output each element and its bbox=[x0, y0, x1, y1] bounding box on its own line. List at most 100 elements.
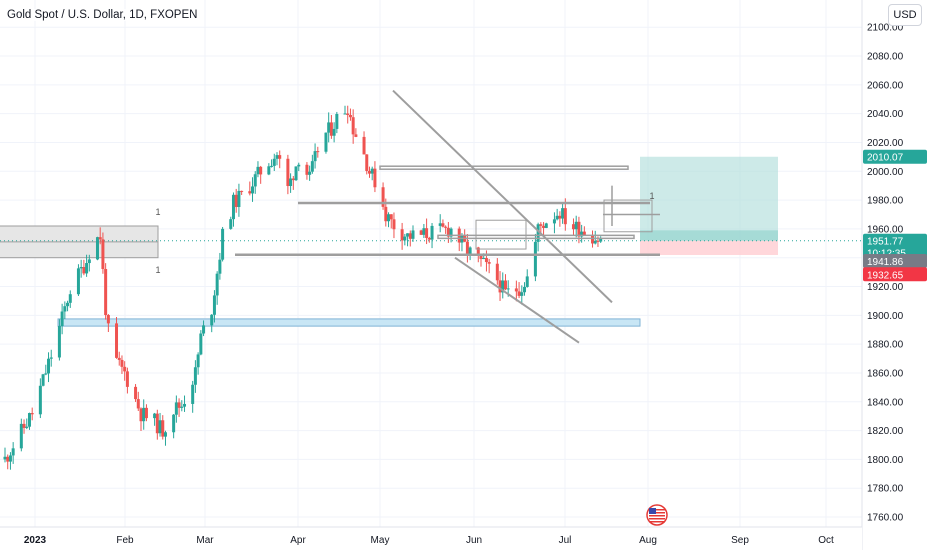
candle-body bbox=[251, 186, 255, 194]
candle-body bbox=[259, 166, 263, 175]
candle-body bbox=[351, 117, 355, 135]
candle-body bbox=[49, 357, 53, 359]
candle-body bbox=[66, 302, 70, 307]
candle-body bbox=[139, 408, 143, 422]
time-tick-label: Sep bbox=[731, 535, 749, 546]
candle-body bbox=[533, 241, 537, 277]
profit-zone-inner bbox=[640, 230, 778, 241]
consolidation-box bbox=[475, 219, 527, 250]
price-tick-label: 1900.00 bbox=[867, 311, 904, 322]
candle-body bbox=[577, 221, 581, 237]
candle-body bbox=[348, 114, 352, 118]
candle-body bbox=[599, 238, 603, 242]
candle-body bbox=[289, 178, 293, 187]
price-tick-label: 2080.00 bbox=[867, 52, 904, 63]
candle-body bbox=[104, 269, 108, 316]
candle-body bbox=[484, 258, 488, 263]
candle-body bbox=[212, 295, 216, 315]
time-tick-label: Jul bbox=[559, 535, 572, 546]
loss-zone bbox=[640, 240, 778, 256]
candle-body bbox=[561, 208, 565, 219]
candle-body bbox=[234, 194, 238, 208]
time-tick-label: Oct bbox=[818, 535, 834, 546]
candle-body bbox=[57, 326, 61, 358]
candle-body bbox=[525, 276, 529, 287]
candle-body bbox=[555, 215, 559, 220]
candle-body bbox=[85, 263, 89, 274]
candle-body bbox=[253, 174, 257, 187]
candle-body bbox=[158, 420, 162, 434]
candle-body bbox=[76, 268, 80, 295]
price-tick-label: 2000.00 bbox=[867, 167, 904, 178]
candle-body bbox=[482, 258, 486, 260]
candle-body bbox=[267, 166, 271, 175]
price-tick-label: 1760.00 bbox=[867, 513, 904, 524]
price-tick-label: 1880.00 bbox=[867, 340, 904, 351]
candle-body bbox=[161, 420, 165, 437]
candle-body bbox=[582, 231, 586, 236]
candle-body bbox=[210, 314, 214, 326]
candle-body bbox=[367, 170, 371, 174]
candle-body bbox=[142, 407, 146, 422]
candle-body bbox=[316, 151, 320, 153]
candle-body bbox=[278, 155, 282, 159]
candle-body bbox=[63, 306, 67, 312]
flag-stripe bbox=[649, 509, 665, 511]
candle-body bbox=[286, 158, 290, 187]
currency-button[interactable]: USD bbox=[888, 4, 922, 26]
candle-body bbox=[120, 359, 124, 367]
candle-body bbox=[506, 288, 510, 290]
candle-body bbox=[389, 214, 393, 220]
candle-body bbox=[408, 233, 412, 239]
candle-body bbox=[294, 166, 298, 181]
candle-body bbox=[370, 168, 374, 174]
target-price-label-text: 2010.07 bbox=[867, 153, 904, 164]
candle-body bbox=[106, 315, 110, 324]
candle-body bbox=[563, 208, 567, 225]
candle-body bbox=[38, 385, 42, 415]
candle-body bbox=[237, 190, 241, 208]
candle-body bbox=[381, 187, 385, 207]
candle-body bbox=[332, 128, 336, 136]
candle-body bbox=[441, 223, 445, 227]
drawing-label: 1 bbox=[155, 265, 160, 275]
price-tick-label: 2060.00 bbox=[867, 80, 904, 91]
candle-body bbox=[305, 164, 309, 175]
flag-canton bbox=[649, 508, 656, 514]
price-tick-label: 1840.00 bbox=[867, 397, 904, 408]
candle-body bbox=[27, 413, 31, 427]
candle-body bbox=[44, 373, 48, 375]
us-flag-icon bbox=[646, 504, 668, 526]
candle-body bbox=[593, 240, 597, 244]
candle-body bbox=[558, 215, 562, 219]
consolidation-box bbox=[603, 199, 653, 233]
candle-body bbox=[134, 386, 138, 400]
candle-body bbox=[125, 371, 129, 387]
trend-line-upper bbox=[392, 89, 613, 304]
candle-body bbox=[411, 230, 415, 239]
candle-body bbox=[30, 413, 34, 415]
candle-body bbox=[596, 240, 600, 242]
candle-body bbox=[373, 168, 377, 188]
candle-body bbox=[313, 151, 317, 162]
candle-body bbox=[501, 280, 505, 293]
candle-body bbox=[180, 406, 184, 408]
price-tick-label: 2020.00 bbox=[867, 138, 904, 149]
time-tick-label: Mar bbox=[196, 535, 214, 546]
candle-body bbox=[248, 191, 252, 194]
candle-body bbox=[422, 228, 426, 235]
candle-body bbox=[343, 113, 347, 115]
time-tick-label: May bbox=[371, 535, 390, 546]
current-price-label-text: 1951.77 bbox=[867, 237, 904, 248]
candle-body bbox=[115, 323, 119, 358]
time-axis-bg bbox=[0, 527, 862, 550]
candle-body bbox=[514, 288, 518, 292]
price-tick-label: 1960.00 bbox=[867, 224, 904, 235]
drawings-front: 1 1 1 bbox=[155, 89, 668, 526]
candle-body bbox=[465, 241, 469, 255]
stop-price-label-text: 1932.65 bbox=[867, 270, 904, 281]
price-tick-label: 1920.00 bbox=[867, 282, 904, 293]
